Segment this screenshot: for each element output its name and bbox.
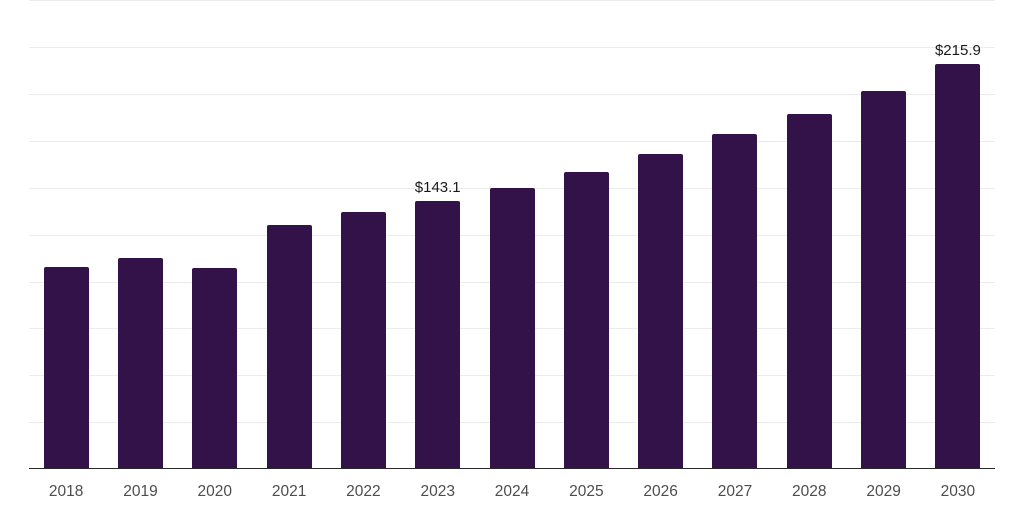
gridline: [29, 94, 995, 95]
x-axis-label-2021: 2021: [271, 483, 307, 500]
x-axis-label-2026: 2026: [643, 483, 678, 500]
bar-band-2019: [103, 0, 177, 469]
bar-band-2020: [178, 0, 252, 469]
bar-2019[interactable]: [117, 257, 163, 469]
bar-2026[interactable]: [638, 154, 684, 469]
x-axis-label-2018: 2018: [48, 483, 84, 500]
x-axis-label-2029: 2029: [866, 483, 901, 500]
bar-2020[interactable]: [192, 268, 238, 469]
bar-band-2025: [549, 0, 623, 469]
x-axis-label-2020: 2020: [197, 483, 233, 500]
bar-band-2028: [772, 0, 846, 469]
gridline: [29, 47, 995, 49]
bar-band-2029: [846, 0, 920, 469]
bar-2023[interactable]: [415, 200, 461, 469]
x-axis-label-2022: 2022: [346, 483, 381, 500]
x-axis-label-2023: 2023: [420, 483, 455, 500]
bar-2024[interactable]: [489, 187, 535, 469]
bar-band-2027: [698, 0, 772, 469]
x-axis-labels: 2018 2019 2020 2021 2022 2023 2024 2025 2026 2027…: [29, 483, 995, 500]
gridline: [29, 0, 995, 2]
bar-2022[interactable]: [340, 212, 386, 469]
bar-band-2021: [252, 0, 326, 469]
bar-band-2024: [475, 0, 549, 469]
bar-2025[interactable]: [563, 171, 609, 469]
x-axis-line: [29, 467, 995, 469]
bar-2021[interactable]: [266, 224, 312, 469]
bar-value-label-2030: $215.9: [934, 42, 981, 60]
x-axis-label-2019: 2019: [123, 483, 158, 500]
bar-band-2022: [326, 0, 400, 469]
bar-2030[interactable]: [935, 64, 981, 469]
plot-area: $143.1 $215.9: [29, 0, 995, 469]
bar-2027[interactable]: [712, 133, 758, 469]
bar-band-2026: [624, 0, 698, 469]
bar-value-label-2023: $143.1: [414, 178, 461, 196]
x-axis-label-2028: 2028: [792, 483, 827, 500]
x-axis-label-2024: 2024: [494, 483, 530, 500]
bar-band-2030: $215.9: [921, 0, 995, 469]
bar-2028[interactable]: [786, 114, 832, 469]
bar-series: $143.1 $215.9: [29, 0, 995, 469]
gridline: [29, 140, 995, 142]
x-axis-label-2025: 2025: [569, 483, 604, 500]
bar-2018[interactable]: [43, 267, 89, 469]
bar-2029[interactable]: [861, 91, 907, 469]
bar-band-2023: $143.1: [401, 0, 475, 469]
x-axis-label-2030: 2030: [940, 483, 976, 500]
x-axis-label-2027: 2027: [717, 483, 753, 500]
bar-band-2018: [29, 0, 103, 469]
